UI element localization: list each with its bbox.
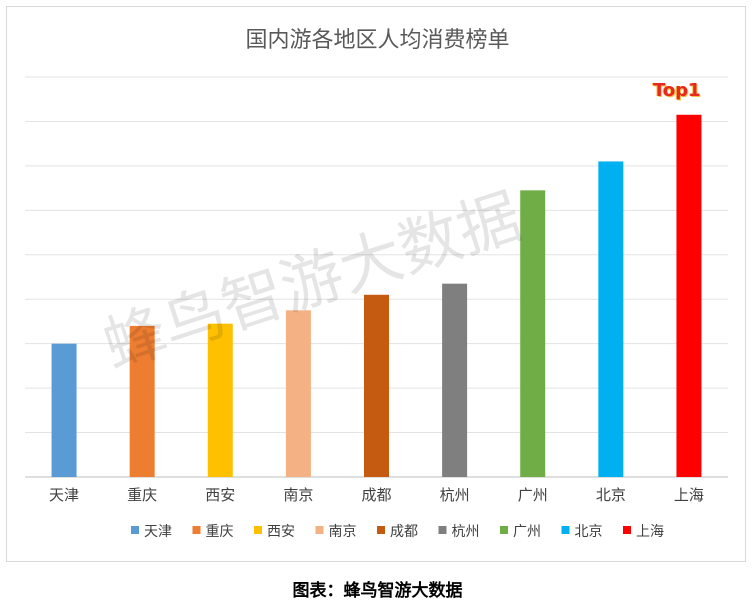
legend-label: 上海 bbox=[636, 524, 664, 540]
x-tick-label: 西安 bbox=[205, 486, 235, 504]
bar-7 bbox=[598, 161, 624, 477]
legend-swatch bbox=[131, 526, 139, 534]
x-tick-labels: 天津 重庆 西安 南京 成都 杭州 广州 北京 上海 bbox=[49, 486, 704, 504]
legend: 天津 重庆 西安 南京 成都 杭州 广州 北京 上海 bbox=[131, 524, 664, 540]
legend-swatch bbox=[377, 526, 385, 534]
top1-annotation: Top1 bbox=[653, 80, 701, 101]
legend-label: 北京 bbox=[575, 524, 603, 540]
chart-title: 国内游各地区人均消费榜单 bbox=[245, 28, 510, 53]
legend-swatch bbox=[315, 526, 324, 534]
x-tick-label: 天津 bbox=[49, 486, 79, 504]
figure-caption: 图表：蜂鸟智游大数据 bbox=[292, 581, 463, 601]
bar-8 bbox=[676, 114, 702, 478]
legend-label: 成都 bbox=[390, 524, 418, 540]
legend-label: 西安 bbox=[267, 524, 295, 540]
legend-swatch bbox=[623, 526, 631, 534]
legend-swatch bbox=[500, 526, 508, 534]
x-tick-label: 南京 bbox=[283, 486, 313, 504]
x-tick-label: 北京 bbox=[596, 486, 626, 504]
x-tick-label: 杭州 bbox=[440, 486, 470, 504]
x-tick-label: 重庆 bbox=[127, 486, 157, 504]
x-tick-label: 上海 bbox=[674, 486, 704, 504]
legend-swatch bbox=[438, 526, 447, 534]
legend-swatch bbox=[561, 526, 570, 534]
legend-label: 天津 bbox=[144, 524, 172, 540]
bar-6 bbox=[520, 190, 546, 478]
bar-2 bbox=[207, 323, 233, 477]
bar-5 bbox=[442, 283, 468, 477]
bars bbox=[51, 114, 702, 478]
legend-swatch bbox=[192, 526, 201, 534]
bar-3 bbox=[285, 310, 311, 477]
legend-swatch bbox=[254, 526, 262, 534]
bar-1 bbox=[129, 325, 155, 477]
legend-label: 南京 bbox=[329, 524, 357, 540]
bar-4 bbox=[364, 294, 389, 477]
legend-label: 重庆 bbox=[206, 524, 234, 540]
legend-label: 杭州 bbox=[452, 524, 480, 540]
x-tick-label: 成都 bbox=[361, 486, 391, 504]
legend-label: 广州 bbox=[513, 524, 541, 540]
x-tick-label: 广州 bbox=[518, 486, 548, 504]
bar-0 bbox=[51, 343, 77, 477]
